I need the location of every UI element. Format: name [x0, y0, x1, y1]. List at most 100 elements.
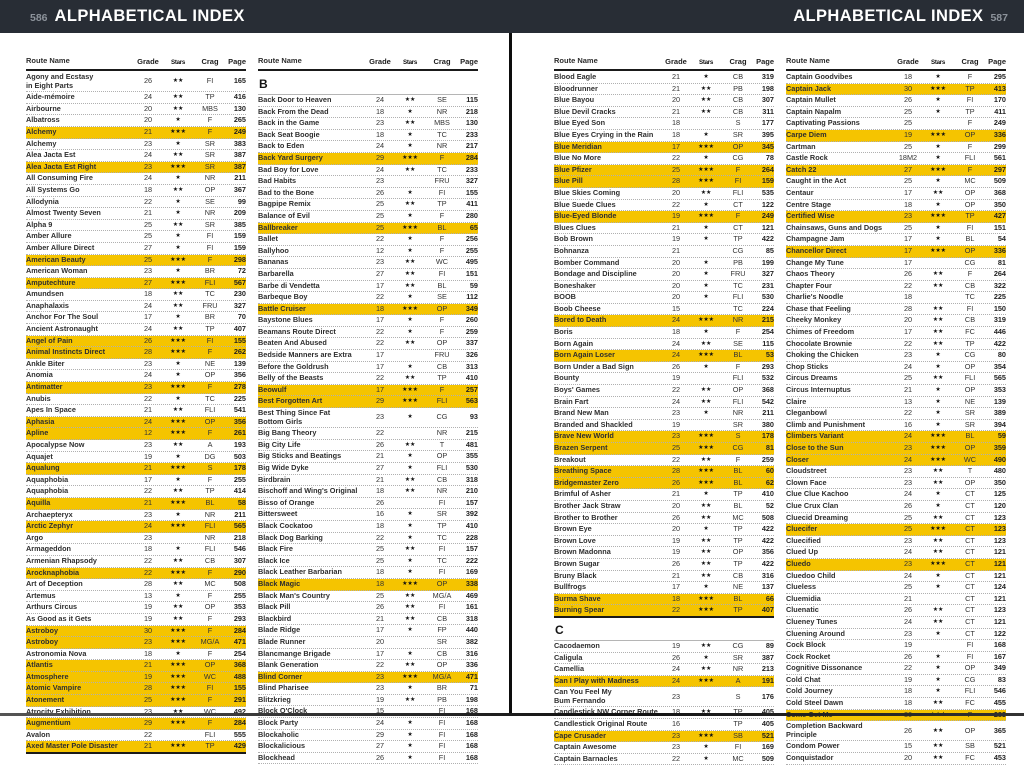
- route-name: Chainsaws, Guns and Dogs: [786, 222, 883, 232]
- route-name: Bondage and Discipline: [554, 269, 637, 279]
- route-stars: ★: [935, 142, 941, 150]
- page-gutter-divider: [509, 33, 512, 716]
- table-row: Blind Pharisee 23 ★ BR 71: [258, 683, 478, 695]
- route-crag: FRU: [730, 269, 746, 279]
- route-stars: ★★: [932, 617, 944, 625]
- route-name: Boob Cheese: [554, 303, 601, 313]
- route-page: 167: [993, 651, 1006, 661]
- route-page: 359: [993, 443, 1006, 452]
- route-stars: ★: [407, 521, 413, 529]
- table-row: Alchemy 21 ★★★ F 249: [26, 126, 246, 139]
- table-row: Blockaholic 29 ★ FI 168: [258, 730, 478, 742]
- table-row: Beamans Route Direct 22 ★ F 259: [258, 327, 478, 339]
- table-row: Bounty 19 FLI 532: [554, 373, 774, 386]
- route-name: Atlantis: [26, 660, 53, 670]
- table-row: Aqualung 21 ★★★ S 178: [26, 463, 246, 475]
- route-stars: ★★★: [402, 223, 418, 231]
- route-page: 410: [465, 373, 478, 383]
- route-stars: ★: [703, 328, 709, 336]
- route-page: 495: [465, 257, 478, 267]
- route-stars: ★★: [700, 501, 712, 509]
- route-name: Avalon: [26, 729, 51, 739]
- route-page: 198: [465, 694, 478, 704]
- route-name: Condom Power: [786, 741, 840, 751]
- route-crag: F: [967, 164, 973, 174]
- table-row: Condom Power 15 ★★ SB 521: [786, 741, 1006, 754]
- route-page: 168: [465, 741, 478, 751]
- table-row: Clueless 25 ★ CT 124: [786, 582, 1006, 594]
- table-row: Albatross 20 ★ F 265: [26, 115, 246, 127]
- table-row: Alpha 9 25 ★★ SR 385: [26, 220, 246, 232]
- table-row: Chop Sticks 24 ★ OP 354: [786, 362, 1006, 374]
- route-crag: TC: [205, 393, 215, 403]
- route-grade: 28: [143, 683, 153, 693]
- route-page: 139: [993, 396, 1006, 406]
- route-crag: TC: [437, 555, 447, 565]
- route-grade: 19: [903, 640, 913, 650]
- route-stars: ★★: [404, 119, 416, 127]
- table-row: Aquaphobia 17 ★ F 255: [26, 475, 246, 487]
- route-stars: ★★★: [170, 498, 186, 506]
- table-row: Bischoff and Wing's Original 18 ★★ NR 210: [258, 486, 478, 498]
- table-row: Blade Ridge 17 ★ FP 440: [258, 625, 478, 637]
- route-page: 213: [761, 664, 774, 674]
- table-row: Anubis 22 ★ TC 225: [26, 394, 246, 406]
- table-row: Argo 23 NR 218: [26, 533, 246, 545]
- table-row: Big Sticks and Beatings 21 ★ OP 355: [258, 451, 478, 463]
- route-crag: CT: [965, 616, 975, 626]
- route-name: Atmosphere: [26, 671, 69, 681]
- route-grade: 23: [375, 257, 385, 267]
- route-page: 353: [233, 602, 246, 612]
- route-crag: BR: [204, 266, 216, 276]
- route-name: Bohnanza: [554, 245, 589, 255]
- route-page: 255: [233, 590, 246, 600]
- route-name: Born Again: [554, 338, 594, 348]
- route-stars: ★: [935, 490, 941, 498]
- route-page: 198: [761, 83, 774, 93]
- table-row: Anchor For The Soul 17 ★ BR 70: [26, 312, 246, 325]
- route-grade: 17: [903, 327, 913, 337]
- route-page: 53: [765, 350, 774, 360]
- route-grade: 21: [671, 489, 681, 499]
- route-crag: FI: [438, 268, 446, 278]
- route-page: 284: [233, 718, 246, 728]
- route-name: Best Thing Since Fat Bottom Girls: [258, 408, 331, 426]
- route-page: 260: [465, 315, 478, 325]
- table-row: Bisso of Orange 26 FI 157: [258, 498, 478, 510]
- route-page: 168: [465, 729, 478, 739]
- route-name: Cold Journey: [786, 686, 833, 696]
- route-grade: 23: [143, 358, 153, 368]
- route-crag: SR: [964, 408, 976, 418]
- route-page: 218: [465, 106, 478, 116]
- route-grade: 22: [671, 385, 681, 395]
- route-grade: 20: [143, 115, 153, 125]
- route-name: Augmentium: [26, 718, 71, 728]
- route-name: Claire: [786, 396, 807, 406]
- route-name: Back Yard Surgery: [258, 152, 323, 162]
- route-stars: ★★: [932, 548, 944, 556]
- table-row: Clown Face 23 ★★ OP 350: [786, 478, 1006, 490]
- route-name: Ballyhoo: [258, 245, 289, 255]
- route-name: Burning Spear: [554, 605, 605, 615]
- route-name: Back From the Dead: [258, 106, 329, 116]
- route-stars: ★★: [172, 325, 184, 333]
- route-grade: 23: [143, 382, 153, 392]
- route-stars: ★★★: [402, 304, 418, 312]
- route-name: Brazen Serpent: [554, 443, 608, 452]
- route-page: 293: [233, 613, 246, 623]
- table-row: Aquajet 19 ★ DG 503: [26, 452, 246, 464]
- table-row: Black Fire 25 ★★ FI 157: [258, 544, 478, 556]
- table-row: Bruny Black 21 ★★ CB 316: [554, 571, 774, 583]
- route-page: 383: [233, 138, 246, 148]
- table-row: Apes In Space 21 ★★ FLI 541: [26, 405, 246, 417]
- route-page: 209: [233, 208, 246, 218]
- route-page: 322: [993, 280, 1006, 290]
- route-name: Bisso of Orange: [258, 497, 315, 507]
- table-row: Bagpipe Remix 25 ★★ TP 411: [258, 199, 478, 211]
- column-header: Page: [460, 57, 478, 66]
- route-name: Big Wide Dyke: [258, 463, 309, 472]
- route-grade: 15: [903, 741, 913, 751]
- route-page: 307: [233, 555, 246, 565]
- column-header: Page: [756, 57, 774, 66]
- index-column-3: Route Name Grade Stars Crag Page Blood Eagle 2…: [554, 55, 774, 765]
